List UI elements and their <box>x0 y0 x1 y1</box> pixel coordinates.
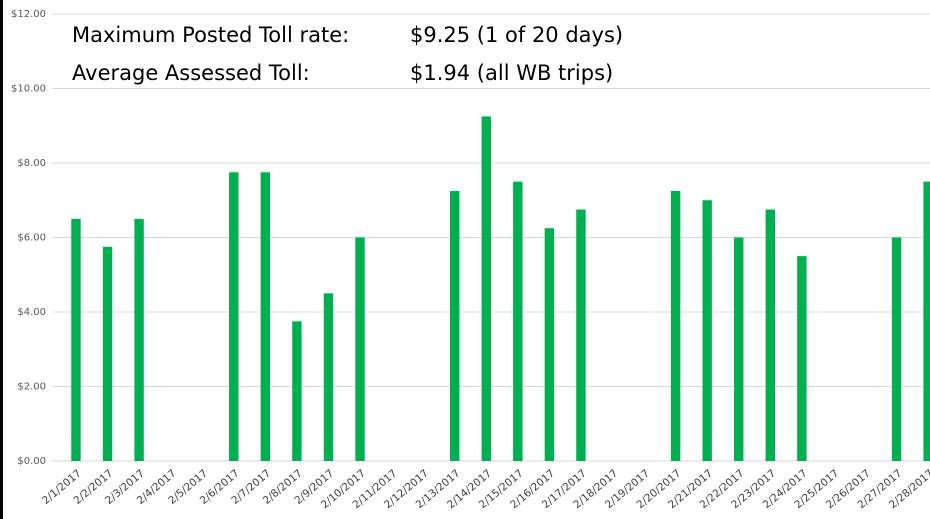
annotation-text: $9.25 (1 of 20 days) <box>410 23 623 47</box>
bar <box>923 181 930 461</box>
bar <box>891 237 902 461</box>
y-tick-label: $2.00 <box>17 382 46 393</box>
y-tick-label: $8.00 <box>17 158 46 169</box>
bar <box>702 200 712 461</box>
bar <box>450 190 460 461</box>
bar <box>229 172 239 461</box>
bar <box>734 237 744 461</box>
y-tick-label: $4.00 <box>17 307 46 318</box>
bar <box>481 116 491 461</box>
bar <box>71 218 81 461</box>
annotation-text: $1.94 (all WB trips) <box>410 61 613 85</box>
bar <box>670 190 681 461</box>
y-tick-label: $0.00 <box>17 456 46 467</box>
bar <box>544 228 555 461</box>
annotation-label: Maximum Posted Toll rate: <box>72 23 349 47</box>
bar <box>797 256 807 461</box>
bar <box>260 172 271 461</box>
bar <box>576 209 586 461</box>
bar <box>323 293 334 461</box>
bar <box>134 218 144 461</box>
bar <box>765 209 775 461</box>
bar <box>355 237 365 461</box>
bar <box>102 246 113 461</box>
bar <box>292 321 302 461</box>
y-tick-label: $10.00 <box>11 84 46 95</box>
annotation-label: Average Assessed Toll: <box>72 61 310 85</box>
bar <box>513 181 523 461</box>
y-tick-label: $6.00 <box>17 233 46 244</box>
y-tick-label: $12.00 <box>11 9 46 20</box>
